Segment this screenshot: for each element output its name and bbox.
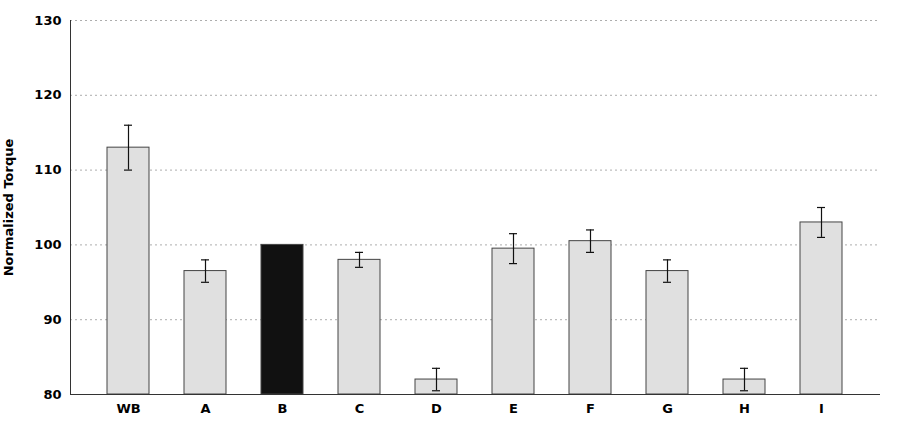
- svg-text:C: C: [355, 401, 365, 416]
- svg-text:D: D: [431, 401, 442, 416]
- svg-text:H: H: [739, 401, 750, 416]
- svg-text:I: I: [819, 401, 824, 416]
- svg-text:Normalized Torque: Normalized Torque: [1, 139, 16, 277]
- svg-text:120: 120: [34, 87, 61, 102]
- svg-text:A: A: [200, 401, 210, 416]
- svg-text:110: 110: [34, 162, 61, 177]
- svg-text:G: G: [662, 401, 673, 416]
- svg-text:90: 90: [43, 312, 61, 327]
- svg-text:130: 130: [34, 13, 61, 28]
- svg-text:80: 80: [43, 387, 61, 402]
- svg-text:B: B: [278, 401, 288, 416]
- svg-text:E: E: [509, 401, 518, 416]
- svg-text:WB: WB: [116, 401, 140, 416]
- svg-text:F: F: [586, 401, 595, 416]
- svg-text:100: 100: [34, 237, 61, 252]
